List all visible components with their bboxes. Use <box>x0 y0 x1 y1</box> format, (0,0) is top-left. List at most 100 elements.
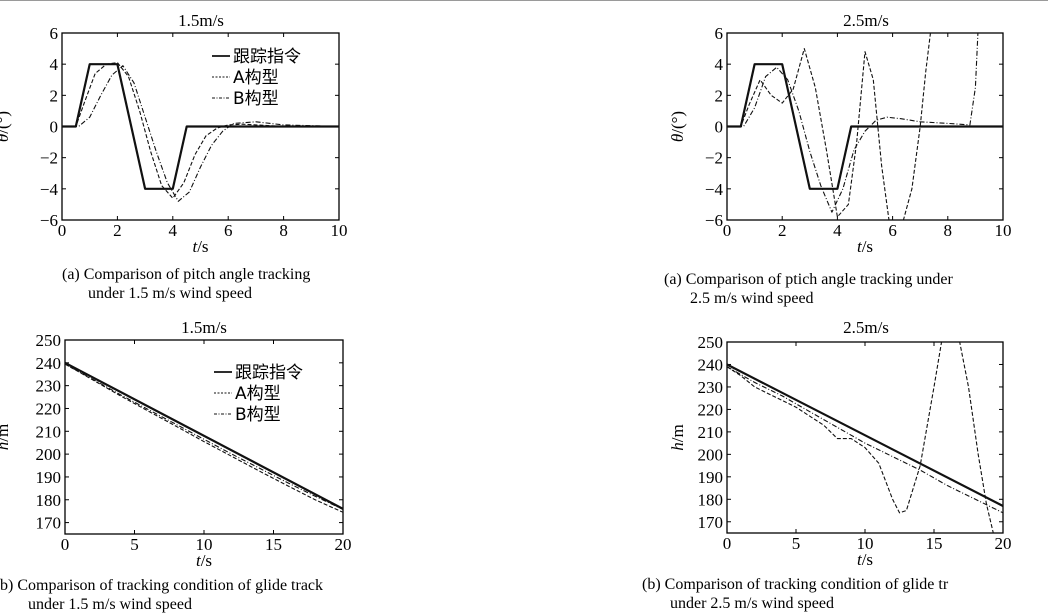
y-tick-label: 220 <box>698 400 724 419</box>
y-tick-label: 220 <box>36 399 62 418</box>
y-tick-label: 0 <box>50 118 59 137</box>
series-line-dashed <box>727 33 931 220</box>
caption-bottom-left: b) Comparison of tracking condition of g… <box>0 576 323 614</box>
series-line-dashdot <box>62 65 339 202</box>
series-line-dashdot <box>65 363 343 510</box>
series-line-solid <box>62 63 339 190</box>
y-tick-label: 250 <box>36 331 62 350</box>
legend-entry: 跟踪指令 <box>235 363 303 383</box>
chart-4-height-2-5: 0 5 10 15 20 170 180 190 200 210 220 230 240 250 2.5m/… <box>668 318 1012 569</box>
y-tick-label: 230 <box>698 378 724 397</box>
caption-tl-line2: under 1.5 m/s wind speed <box>88 285 252 302</box>
x-tick-label: 15 <box>926 534 943 553</box>
y-tick-label: 210 <box>698 423 724 442</box>
plot-frame <box>726 341 1004 534</box>
x-tick-label: 8 <box>944 221 953 240</box>
y-tick-label: −4 <box>705 180 724 199</box>
chart-title: 1.5m/s <box>181 318 227 337</box>
y-tick-label: 180 <box>36 491 62 510</box>
y-tick-label: 190 <box>36 468 62 487</box>
chart-2-height-1-5: 0 5 10 15 20 170 180 190 200 210 220 230 240 250 1.5m/… <box>0 318 352 570</box>
y-tick-label: 190 <box>698 468 724 487</box>
caption-top-left: (a) Comparison of pitch angle tracking u… <box>62 265 310 303</box>
x-tick-label: 0 <box>61 535 70 554</box>
y-tick-label: 6 <box>50 24 59 43</box>
chart-title: 2.5m/s <box>843 11 889 30</box>
x-tick-label: 6 <box>224 221 233 240</box>
series-line-solid <box>727 363 1003 507</box>
y-tick-label: 2 <box>50 86 59 105</box>
series-group <box>727 342 1003 533</box>
y-tick-label: 240 <box>698 355 724 374</box>
caption-br-line1: (b) Comparison of tracking condition of … <box>642 576 949 593</box>
y-tick-label: 2 <box>715 86 724 105</box>
x-tick-label: 0 <box>723 221 732 240</box>
chart-title: 2.5m/s <box>843 318 889 337</box>
y-tick-label: 4 <box>715 55 724 74</box>
x-tick-label: 6 <box>888 221 897 240</box>
y-tick-label: 170 <box>36 514 62 533</box>
caption-top-right: (a) Comparison of ptich angle tracking u… <box>664 270 953 308</box>
caption-tl-line1: (a) Comparison of pitch angle tracking <box>62 266 311 283</box>
y-tick-label: −6 <box>40 211 58 230</box>
legend-entry: B构型 <box>233 89 279 109</box>
series-line-solid <box>727 63 1003 190</box>
series-line-dashdot <box>727 33 979 213</box>
x-tick-label: 8 <box>279 221 288 240</box>
y-tick-label: 170 <box>698 513 724 532</box>
x-tick-label: 0 <box>58 221 67 240</box>
series-line-dashed <box>65 363 343 513</box>
x-tick-label: 4 <box>833 221 842 240</box>
y-tick-label: 200 <box>36 445 62 464</box>
y-tick-label: 230 <box>36 377 62 396</box>
series-line-dashdot <box>727 366 1003 514</box>
x-tick-label: 10 <box>995 221 1012 240</box>
y-axis-label: h/m <box>668 424 687 450</box>
x-axis-label: t/s <box>192 237 208 256</box>
series-group <box>62 62 339 202</box>
caption-tr-line1: (a) Comparison of ptich angle tracking u… <box>664 271 953 288</box>
chart-title: 1.5m/s <box>178 11 224 30</box>
series-line-solid <box>65 361 343 510</box>
x-tick-label: 10 <box>196 535 213 554</box>
x-axis-label: t/s <box>857 550 873 569</box>
caption-bl-line2: under 1.5 m/s wind speed <box>28 596 192 613</box>
x-tick-label: 10 <box>331 221 348 240</box>
x-axis-label: t/s <box>196 551 212 570</box>
chart-3-pitch-2-5: 0 2 4 6 8 10 −6 −4 −2 0 2 4 6 2.5m/s t/s θ/(°) <box>668 11 1012 256</box>
legend-entry: A构型 <box>233 68 279 88</box>
caption-tr-line2: 2.5 m/s wind speed <box>690 290 814 307</box>
x-tick-label: 20 <box>335 535 352 554</box>
series-line-dashed <box>62 62 339 199</box>
chart-1-pitch-1-5: 0 2 4 6 8 10 −6 −4 −2 0 2 4 6 1.5m/s t/s θ/(°) 跟踪指令A构型B构… <box>0 11 348 256</box>
y-tick-label: −2 <box>705 149 723 168</box>
x-tick-label: 4 <box>169 221 178 240</box>
x-tick-label: 0 <box>723 534 732 553</box>
x-tick-label: 5 <box>130 535 139 554</box>
y-tick-label: −4 <box>40 180 59 199</box>
legend-entry: B构型 <box>235 405 281 425</box>
x-tick-label: 15 <box>265 535 282 554</box>
y-axis-label: θ/(°) <box>668 111 687 142</box>
caption-bl-line1: b) Comparison of tracking condition of g… <box>0 577 324 594</box>
x-tick-label: 2 <box>778 221 787 240</box>
y-tick-label: 180 <box>698 490 724 509</box>
series-group <box>65 361 343 513</box>
y-axis-label: θ/(°) <box>0 111 12 142</box>
y-tick-label: 0 <box>715 118 724 137</box>
y-tick-label: 210 <box>36 422 62 441</box>
y-tick-label: 240 <box>36 354 62 373</box>
y-tick-label: 6 <box>715 24 724 43</box>
caption-br-line2: under 2.5 m/s wind speed <box>670 595 834 612</box>
x-tick-label: 2 <box>113 221 122 240</box>
x-axis-label: t/s <box>857 237 873 256</box>
y-axis-label: h/m <box>0 424 12 450</box>
series-line-dashed <box>727 342 994 533</box>
x-tick-label: 10 <box>857 534 874 553</box>
x-tick-label: 20 <box>995 534 1012 553</box>
legend-entry: 跟踪指令 <box>233 47 301 67</box>
x-tick-label: 5 <box>792 534 801 553</box>
y-tick-label: 4 <box>50 55 59 74</box>
y-tick-label: 250 <box>698 333 724 352</box>
